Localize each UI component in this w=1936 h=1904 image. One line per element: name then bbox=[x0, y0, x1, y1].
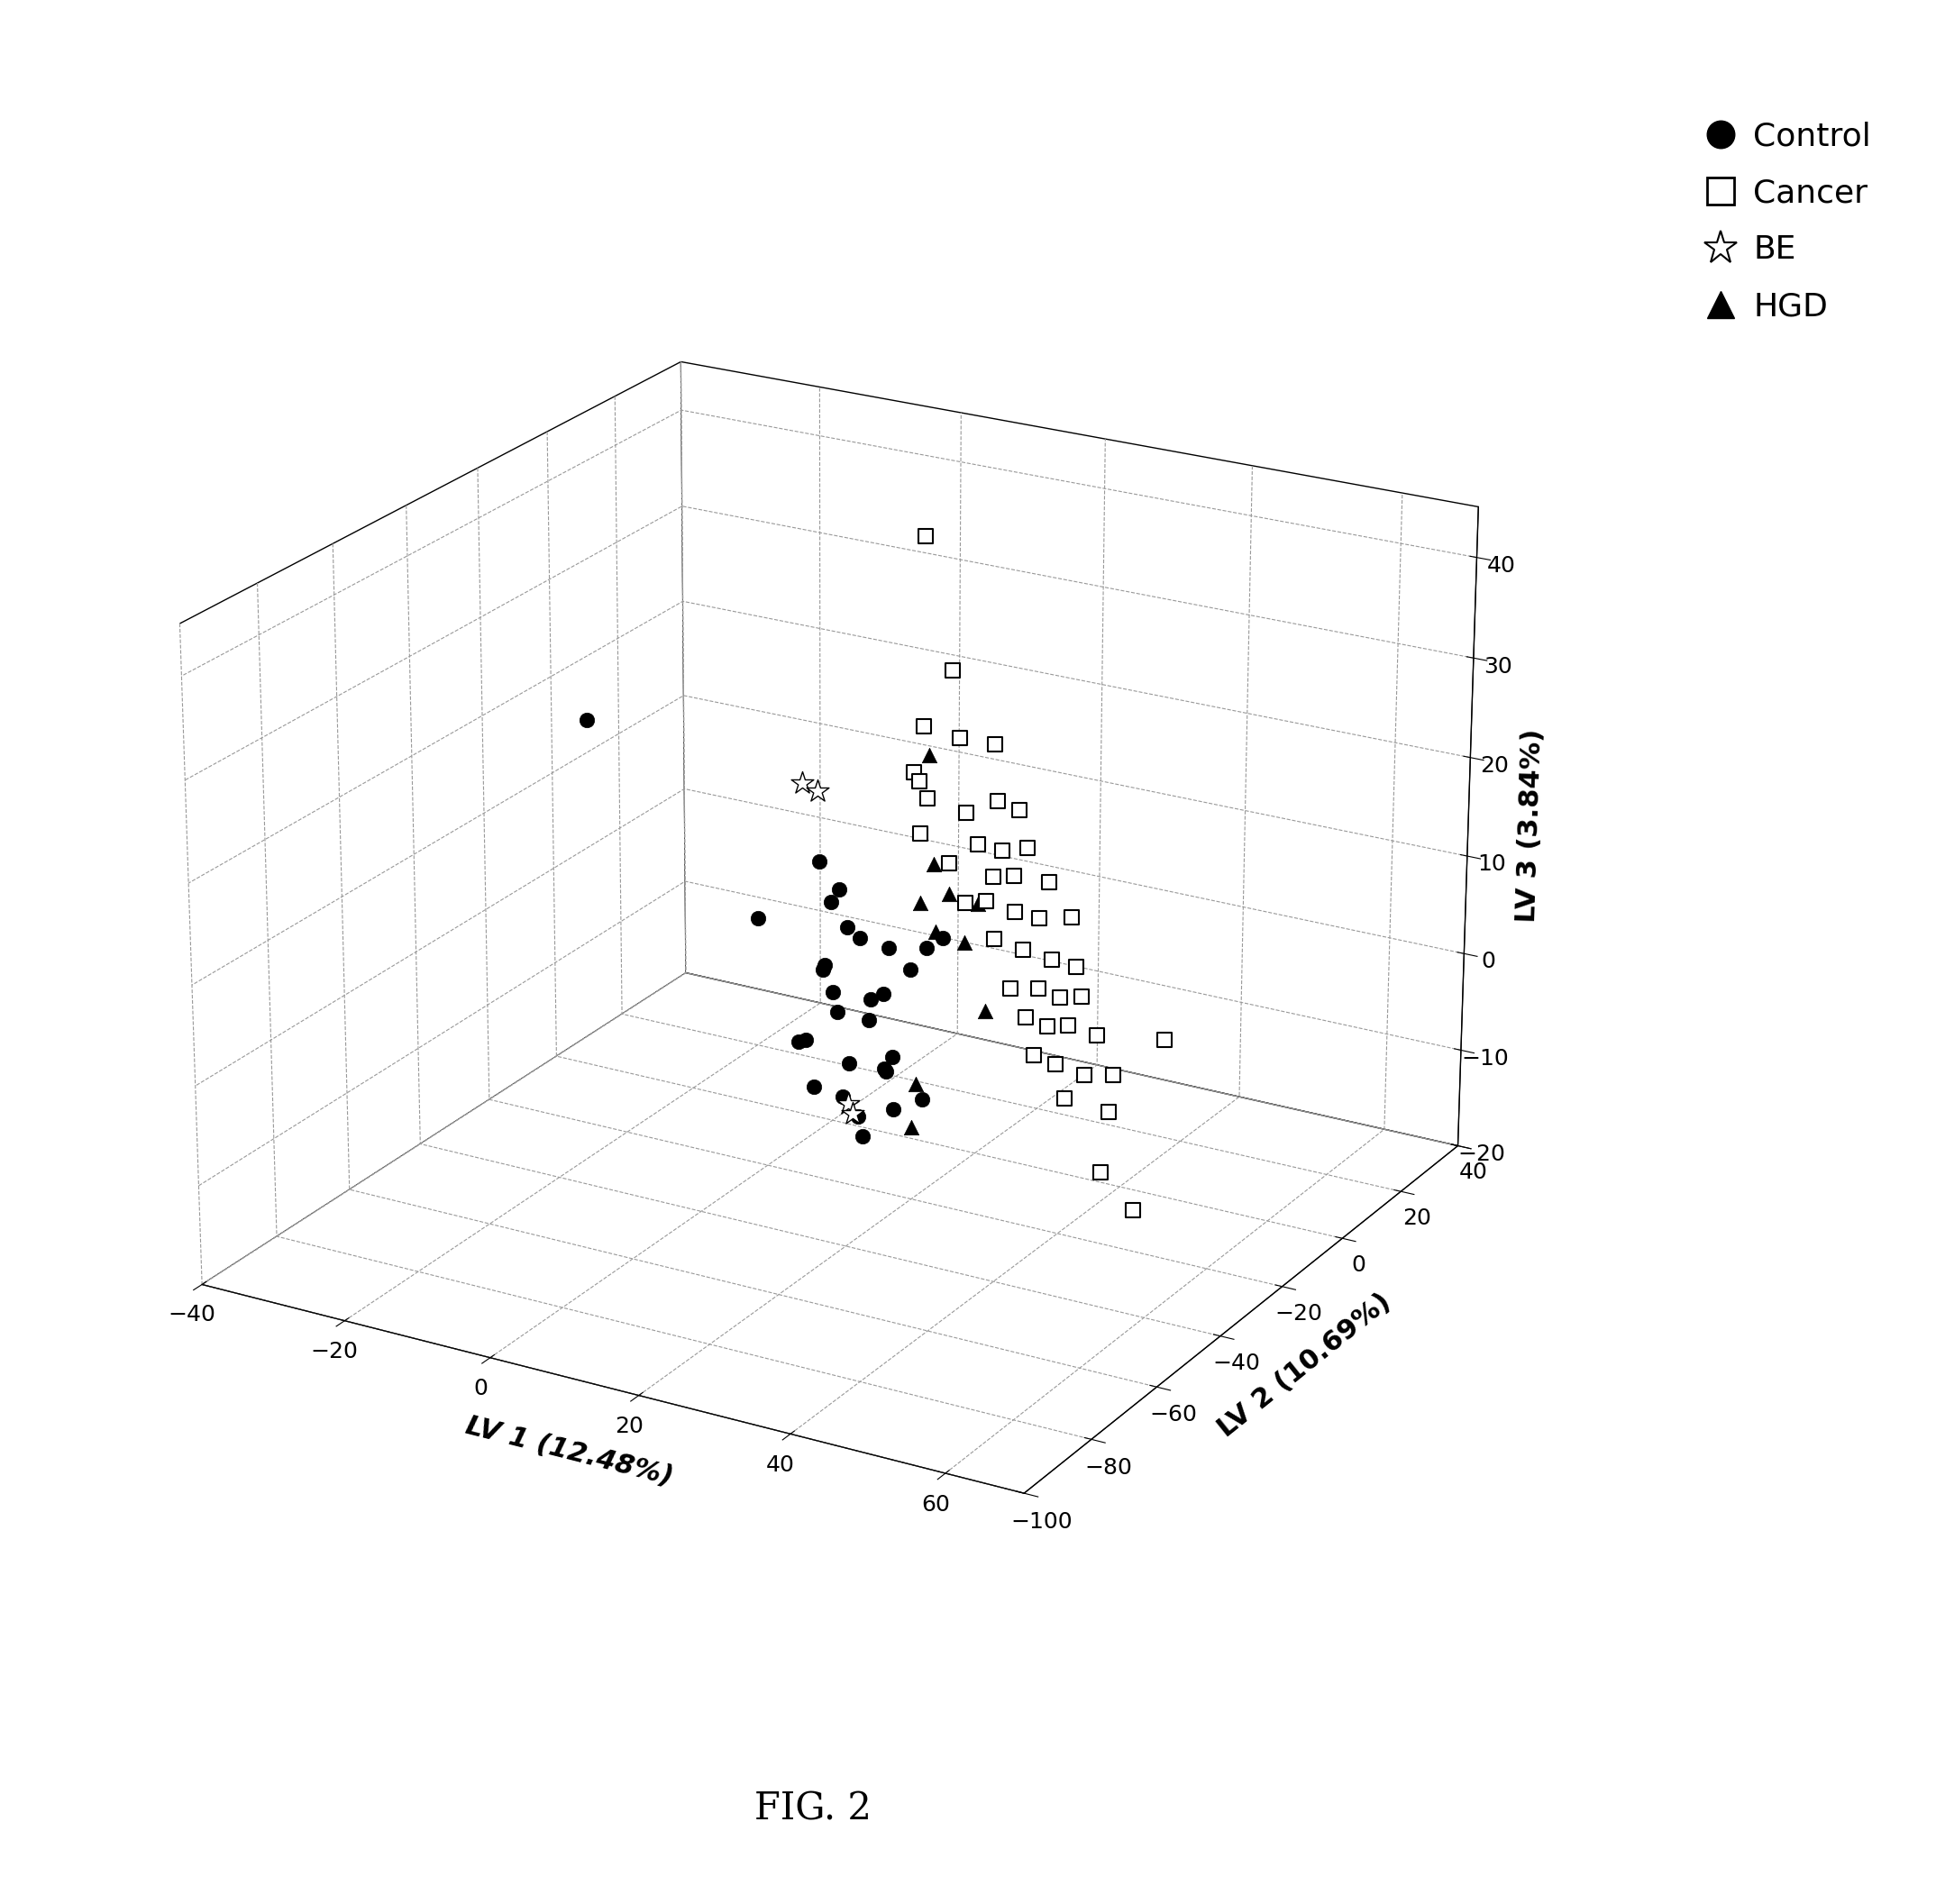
Y-axis label: LV 2 (10.69%): LV 2 (10.69%) bbox=[1214, 1289, 1396, 1443]
Legend: Control, Cancer, BE, HGD: Control, Cancer, BE, HGD bbox=[1694, 112, 1882, 331]
Text: FIG. 2: FIG. 2 bbox=[755, 1790, 871, 1828]
X-axis label: LV 1 (12.48%): LV 1 (12.48%) bbox=[463, 1413, 676, 1491]
